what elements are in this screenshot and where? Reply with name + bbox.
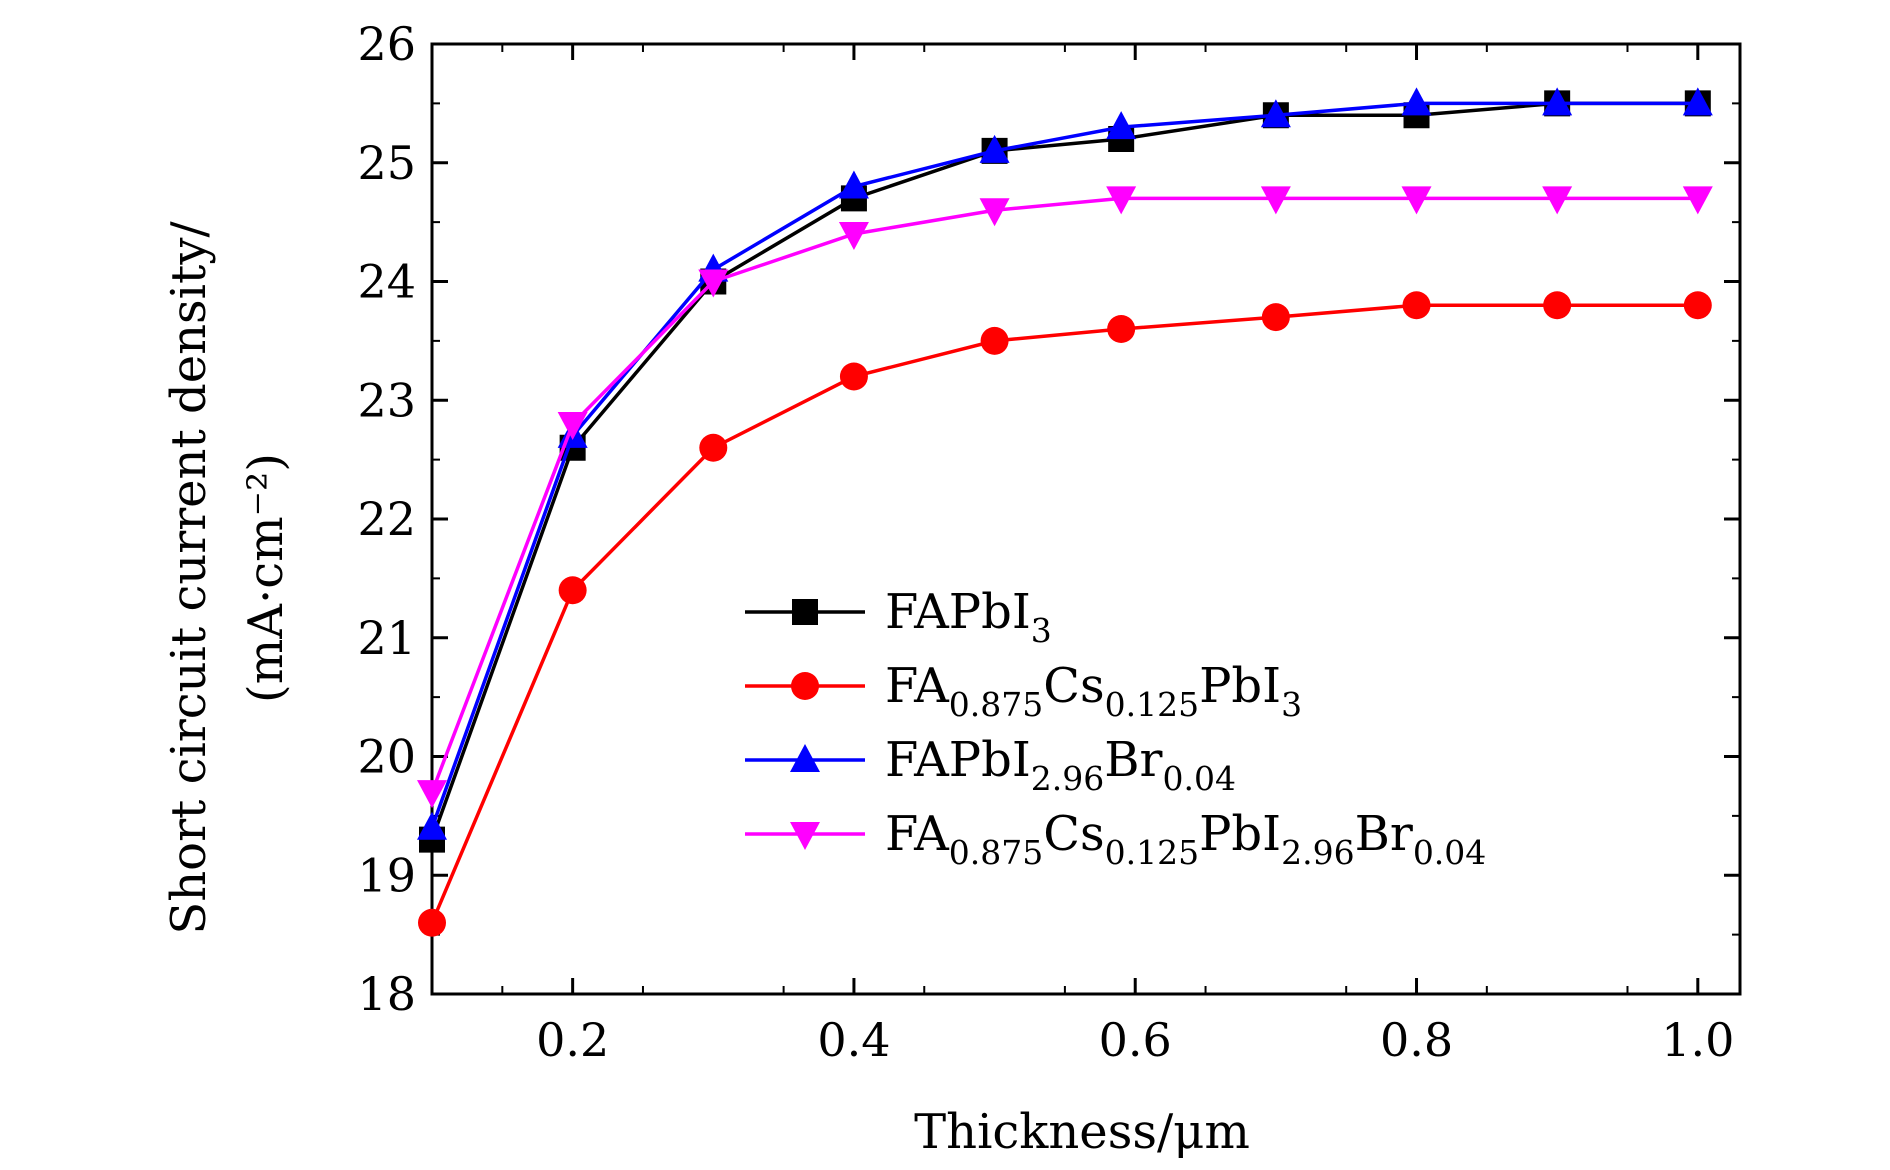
legend-label: FAPbI2.96Br0.04 (885, 732, 1236, 798)
data-point (838, 170, 869, 199)
data-point (1682, 186, 1713, 215)
series-line (430, 101, 1698, 841)
legend-item-0: FAPbI3 (745, 584, 1052, 650)
data-point (839, 362, 868, 391)
legend-label-subscript: 0.125 (1105, 685, 1199, 724)
y-tick-label: 19 (357, 848, 416, 902)
data-point (1683, 291, 1712, 320)
data-point (1107, 315, 1136, 343)
x-tick-label: 1.0 (1661, 1013, 1734, 1067)
y-axis-label-line2: (mA·cm⁻²) (238, 453, 294, 703)
legend-label-subscript: 0.04 (1162, 759, 1235, 798)
series-2 (417, 87, 1713, 840)
legend-item-1: FA0.875Cs0.125PbI3 (745, 658, 1302, 724)
y-tick-label: 22 (357, 492, 416, 546)
series-layer (417, 87, 1713, 937)
legend-label-part: FA (885, 658, 950, 714)
legend-item-2: FAPbI2.96Br0.04 (745, 732, 1236, 798)
y-tick-label: 25 (357, 136, 416, 190)
data-point (979, 198, 1010, 227)
y-tick-label: 23 (357, 373, 416, 427)
series-3 (417, 186, 1713, 809)
x-axis-label: Thickness/μm (914, 1104, 1250, 1160)
data-point (980, 326, 1009, 355)
legend-label-part: PbI (1199, 806, 1281, 862)
legend-label-part: FAPbI (885, 584, 1031, 640)
legend-label-part: Br (1355, 806, 1413, 862)
data-point (838, 222, 869, 250)
legend-label-subscript: 3 (1281, 685, 1302, 724)
data-point (558, 576, 587, 605)
data-point (1543, 291, 1572, 320)
legend-item-3: FA0.875Cs0.125PbI2.96Br0.04 (745, 806, 1486, 872)
legend-marker (791, 672, 819, 700)
legend-label-subscript: 2.96 (1031, 759, 1104, 798)
legend: FAPbI3FA0.875Cs0.125PbI3FAPbI2.96Br0.04F… (745, 584, 1486, 872)
data-point (979, 134, 1010, 163)
y-tick-label: 18 (357, 967, 416, 1021)
series-line (430, 196, 1698, 793)
legend-marker (790, 822, 820, 850)
x-tick-label: 0.4 (817, 1013, 890, 1067)
data-point (418, 908, 446, 937)
legend-label-subscript: 3 (1031, 611, 1052, 650)
legend-label-part: FAPbI (885, 732, 1031, 788)
legend-label: FA0.875Cs0.125PbI3 (885, 658, 1302, 724)
data-point (699, 433, 728, 462)
legend-label-subscript: 0.04 (1413, 833, 1486, 872)
data-point (698, 269, 729, 298)
legend-label-subscript: 0.875 (949, 833, 1043, 872)
data-point (1106, 186, 1137, 215)
legend-label-part: FA (885, 806, 950, 862)
legend-label-part: Cs (1043, 658, 1104, 714)
legend-label-part: PbI (1199, 658, 1281, 714)
series-line (430, 101, 1698, 829)
x-tick-label: 0.2 (536, 1013, 609, 1067)
data-point (1106, 111, 1137, 140)
data-point (557, 412, 588, 440)
y-tick-label: 24 (357, 255, 416, 309)
y-axis-label-line1: Short circuit current density/ (161, 221, 217, 935)
legend-label-subscript: 0.125 (1105, 833, 1199, 872)
series-1 (418, 291, 1712, 937)
x-tick-label: 0.8 (1380, 1013, 1453, 1067)
legend-label-subscript: 2.96 (1281, 833, 1354, 872)
data-point (1401, 186, 1432, 215)
series-line (430, 303, 1698, 924)
data-point (1682, 87, 1713, 116)
data-point (1542, 87, 1573, 116)
data-point (1542, 186, 1573, 215)
data-point (1261, 303, 1290, 332)
data-point (1401, 87, 1432, 116)
legend-marker (790, 744, 820, 772)
legend-label-part: Cs (1043, 806, 1104, 862)
data-point (1260, 99, 1291, 128)
data-point (1260, 186, 1291, 215)
y-tick-label: 20 (357, 730, 416, 784)
legend-label: FA0.875Cs0.125PbI2.96Br0.04 (885, 806, 1486, 872)
y-tick-label: 21 (357, 611, 416, 665)
legend-label-part: Br (1104, 732, 1162, 788)
x-tick-label: 0.6 (1099, 1013, 1172, 1067)
x-axis: 0.2 0.4 0.6 0.8 1.0 (501, 44, 1734, 1067)
data-point (1402, 291, 1431, 320)
y-axis: 18 19 20 21 22 23 24 25 26 (357, 17, 1740, 1021)
data-point (417, 811, 447, 840)
y-tick-label: 26 (357, 17, 416, 71)
data-point (417, 780, 447, 809)
legend-label-subscript: 0.875 (949, 685, 1043, 724)
legend-marker (792, 599, 818, 625)
legend-label: FAPbI3 (885, 584, 1052, 650)
